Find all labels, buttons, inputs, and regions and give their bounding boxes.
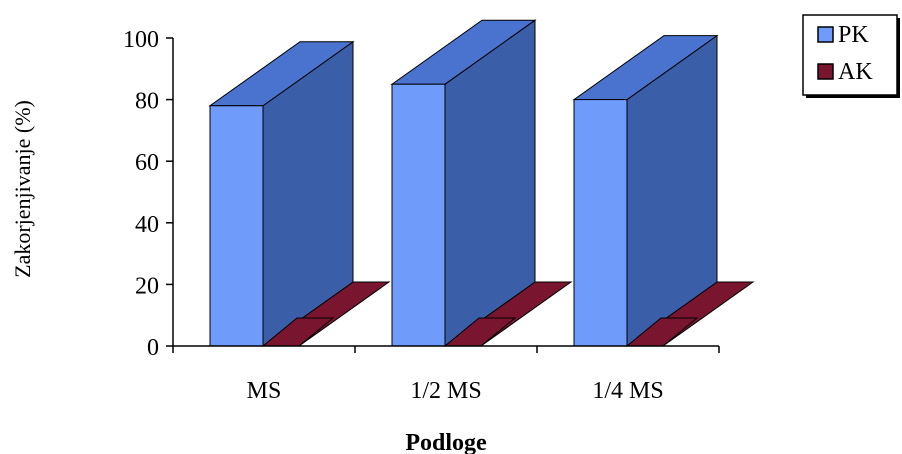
x-tick-label-3: 1/4 MS [592,378,663,404]
y-axis-label: Zakorjenjivanje (%) [10,100,35,278]
x-tick-label-1: MS [247,378,282,404]
y-tick-label-0: 0 [147,335,159,361]
bar-pk-1 [209,105,264,347]
legend-label-ak: AK [838,59,873,85]
bars-layer [208,19,755,347]
x-axis-label: Podloge [405,430,487,454]
y-tick-label-60: 60 [135,150,159,176]
y-tick-label-20: 20 [135,273,159,299]
y-tick-label-100: 100 [123,27,159,53]
legend-label-pk: PK [838,22,869,48]
bar-pk-3 [573,99,628,347]
y-tick-label-40: 40 [135,212,159,238]
bar-pk-2 [391,83,446,347]
legend-swatch-ak [817,63,834,80]
legend-swatch-pk [817,26,834,43]
legend: PK AK [802,14,900,98]
y-tick-label-80: 80 [135,89,159,115]
axes-layer: 0 20 40 60 80 100 MS 1/2 MS 1/4 MS [123,27,720,404]
x-tick-label-2: 1/2 MS [410,378,481,404]
